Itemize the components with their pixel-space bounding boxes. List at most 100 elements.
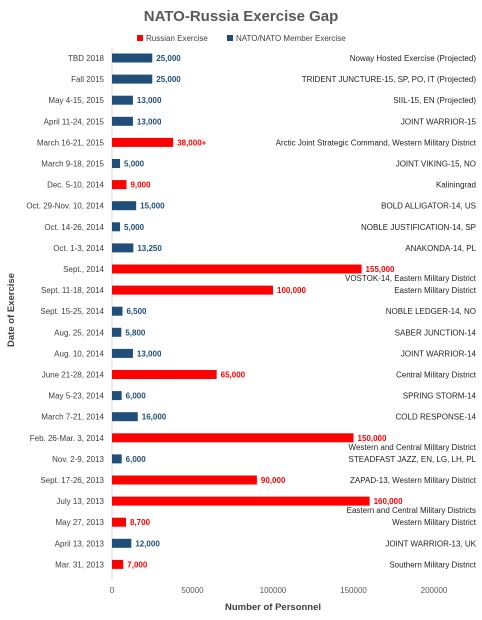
exercise-label: Noway Hosted Exercise (Projected): [350, 54, 477, 63]
russian-bar: [112, 264, 362, 274]
legend-swatch-nato: [227, 35, 233, 41]
value-label: 6,000: [126, 455, 147, 464]
exercise-label: Southern Military District: [389, 560, 476, 569]
bars-layer: TBD 2018 25,000 Noway Hosted Exercise (Pro…: [26, 53, 477, 569]
exercise-label: Western Military District: [392, 518, 477, 527]
exercise-label: Arctic Joint Strategic Command, Western …: [276, 138, 477, 147]
x-tick-label: 0: [110, 586, 115, 595]
x-tick-label: 50000: [181, 586, 204, 595]
russian-bar: [112, 517, 127, 527]
exercise-label: Western and Central Military District: [349, 443, 477, 452]
exercise-label: Eastern Military District: [394, 286, 477, 295]
exercise-label: TRIDENT JUNCTURE-15, SP, PO, IT (Project…: [302, 75, 477, 84]
category-label: March 16-21, 2015: [37, 138, 105, 147]
russian-bar: [112, 475, 257, 485]
nato-bar: [112, 53, 153, 63]
exercise-label: NOBLE JUSTIFICATION-14, SP: [361, 223, 476, 232]
value-label: 25,000: [156, 54, 181, 63]
russian-bar: [112, 180, 127, 190]
nato-bar: [112, 348, 133, 358]
category-label: July 13, 2013: [56, 497, 104, 506]
category-label: May 5-23, 2014: [48, 392, 104, 401]
exercise-label: SPRING STORM-14: [403, 392, 477, 401]
value-label: 6,000: [126, 392, 147, 401]
category-label: Oct. 29-Nov. 10, 2014: [26, 202, 104, 211]
chart-title: NATO-Russia Exercise Gap: [144, 8, 339, 25]
russian-bar: [112, 496, 370, 506]
nato-bar: [112, 74, 153, 84]
x-tick-label: 100000: [260, 586, 287, 595]
exercise-label: JOINT WARRIOR-14: [401, 349, 477, 358]
category-label: TBD 2018: [68, 54, 105, 63]
value-label: 8,700: [130, 518, 151, 527]
value-label: 5,000: [124, 223, 145, 232]
exercise-label: ZAPAD-13, Western Military District: [350, 476, 477, 485]
legend-label-russian: Russian Exercise: [146, 34, 208, 43]
russian-bar: [112, 285, 273, 295]
russian-bar: [112, 433, 354, 443]
value-label: 13,000: [137, 117, 162, 126]
value-label: 38,000+: [177, 138, 206, 147]
exercise-label: NOBLE LEDGER-14, NO: [386, 307, 476, 316]
exercise-label: STEADFAST JAZZ, EN, LG, LH, PL: [349, 455, 477, 464]
value-label: 7,000: [127, 560, 148, 569]
legend-label-nato: NATO/NATO Member Exercise: [236, 34, 346, 43]
value-label: 6,500: [126, 307, 147, 316]
exercise-label: BOLD ALLIGATOR-14, US: [381, 202, 476, 211]
category-label: Aug. 25, 2014: [54, 328, 104, 337]
x-tick-label: 150000: [340, 586, 367, 595]
nato-bar: [112, 454, 122, 464]
exercise-label: VOSTOK-14, Eastern Military District: [345, 274, 477, 283]
category-label: March 9-18, 2015: [41, 160, 104, 169]
value-label: 13,000: [137, 96, 162, 105]
category-label: Mar. 31, 2013: [55, 560, 104, 569]
value-label: 150,000: [358, 434, 387, 443]
exercise-label: JOINT VIKING-15, NO: [396, 160, 476, 169]
category-label: Sept., 2014: [63, 265, 104, 274]
x-tick-label: 200000: [421, 586, 448, 595]
russian-bar: [112, 137, 174, 147]
x-ticks-layer: 0 50000 100000 150000 200000: [110, 586, 448, 595]
category-label: April 11-24, 2015: [44, 117, 105, 126]
exercise-label: JOINT WARRIOR-13, UK: [385, 539, 476, 548]
value-label: 155,000: [366, 265, 395, 274]
nato-bar: [112, 116, 133, 126]
nato-bar: [112, 95, 133, 105]
russian-bar: [112, 370, 217, 379]
nato-bar: [112, 201, 137, 211]
value-label: 5,800: [125, 328, 146, 337]
exercise-label: SIIL-15, EN (Projected): [393, 96, 476, 105]
legend: Russian Exercise NATO/NATO Member Exerci…: [137, 34, 346, 43]
y-axis-title: Date of Exercise: [6, 273, 17, 347]
legend-swatch-russian: [137, 35, 143, 41]
x-axis-title: Number of Personnel: [225, 602, 321, 613]
exercise-label: COLD RESPONSE-14: [396, 413, 477, 422]
category-label: Fall 2015: [71, 75, 104, 84]
category-label: June 21-28, 2014: [42, 371, 105, 380]
exercise-label: Eastern and Central Military Districts: [347, 506, 476, 515]
category-label: Dec. 5-10, 2014: [47, 181, 104, 190]
category-label: Sept. 11-18, 2014: [41, 286, 105, 295]
value-label: 16,000: [142, 413, 167, 422]
category-label: Nov. 2-9, 2013: [52, 455, 104, 464]
nato-bar: [112, 306, 123, 316]
value-label: 90,000: [261, 476, 286, 485]
value-label: 160,000: [374, 497, 403, 506]
nato-bar: [112, 243, 134, 253]
value-label: 100,000: [277, 286, 306, 295]
value-label: 13,250: [137, 244, 162, 253]
exercise-label: JOINT WARRIOR-15: [401, 117, 477, 126]
value-label: 12,000: [135, 539, 160, 548]
nato-bar: [112, 538, 132, 548]
category-label: March 7-21, 2014: [41, 413, 104, 422]
value-label: 65,000: [221, 371, 246, 380]
value-label: 13,000: [137, 349, 162, 358]
category-label: April 13, 2013: [55, 539, 105, 548]
exercise-label: Central Military District: [396, 371, 477, 380]
russian-bar: [112, 559, 124, 569]
nato-bar: [112, 159, 121, 168]
exercise-label: ANAKONDA-14, PL: [405, 244, 476, 253]
nato-bar: [112, 327, 122, 337]
exercise-label: SABER JUNCTION-14: [395, 328, 477, 337]
